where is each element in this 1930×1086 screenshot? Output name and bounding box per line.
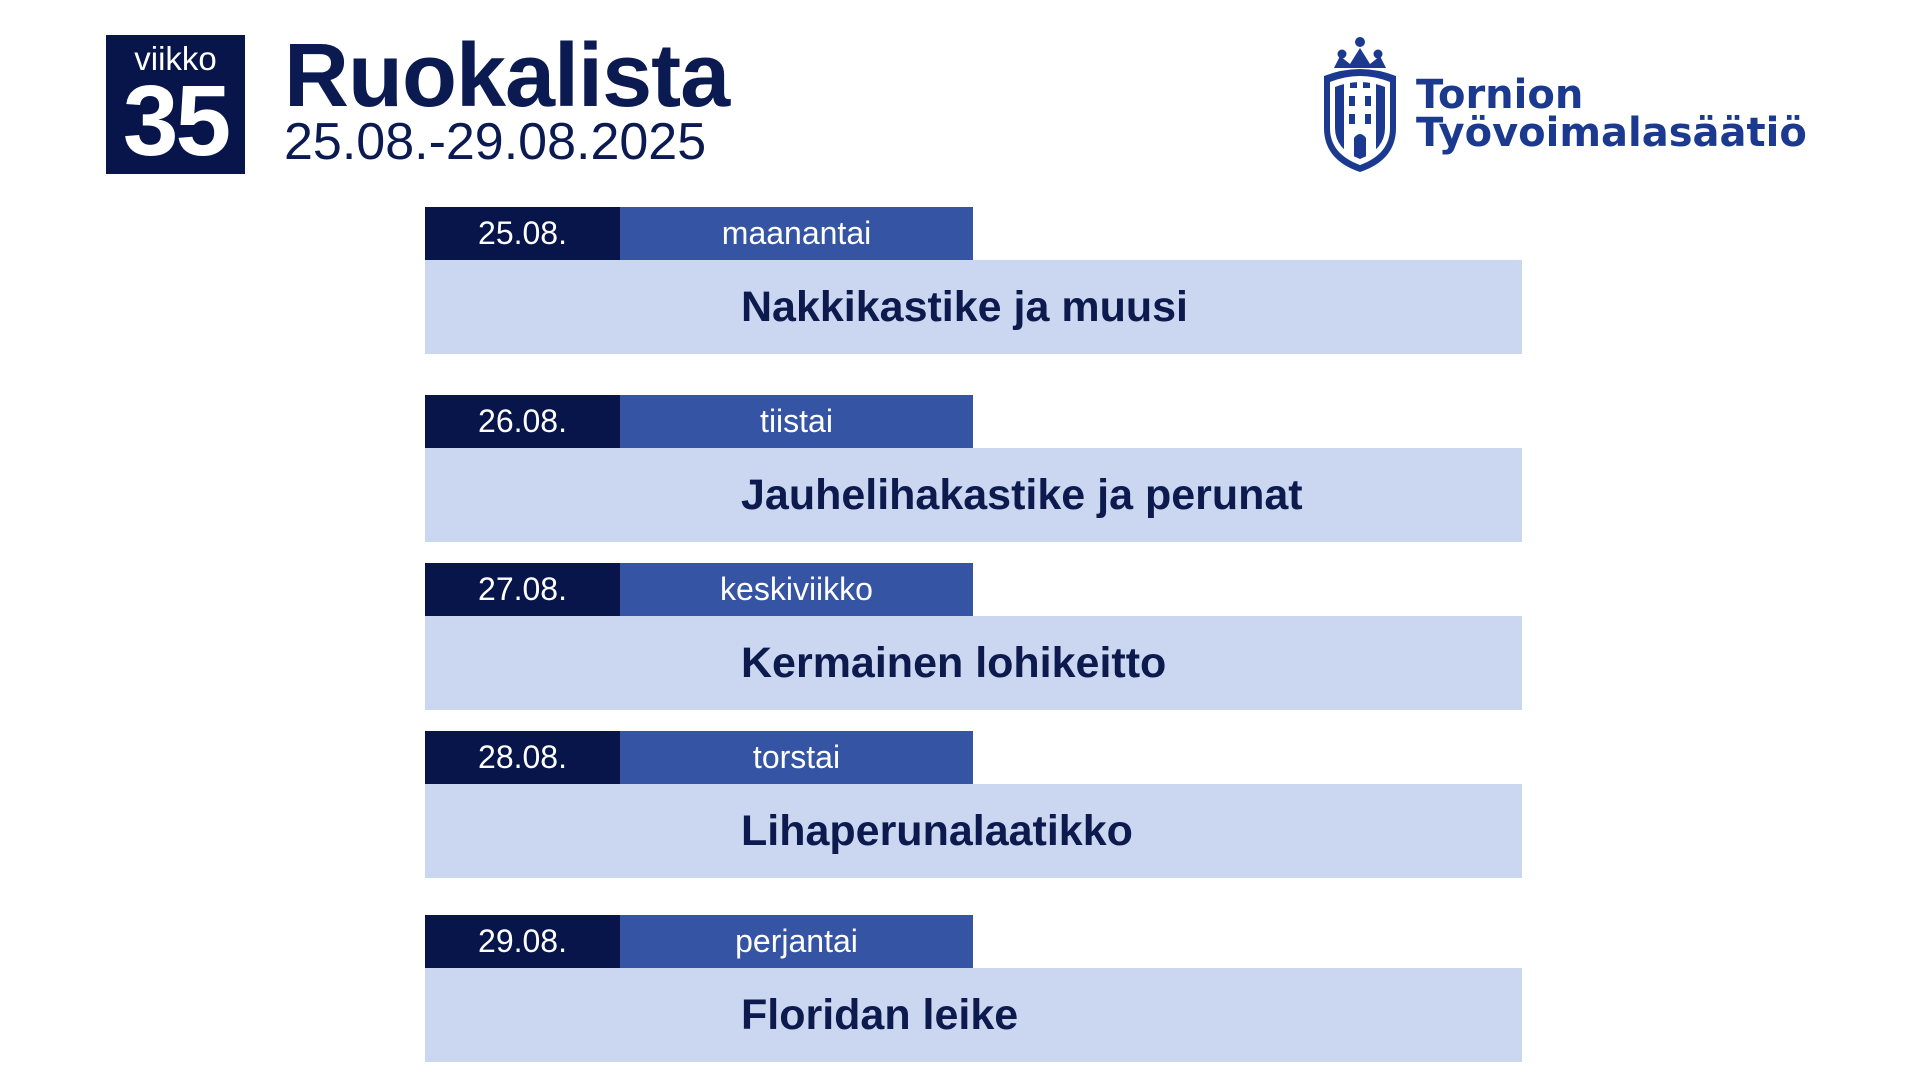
week-badge: viikko 35 xyxy=(106,35,245,174)
day-weekday: keskiviikko xyxy=(620,563,973,616)
date-range: 25.08.-29.08.2025 xyxy=(284,113,707,171)
dish-panel: Nakkikastike ja muusi xyxy=(425,260,1522,354)
menu-day-wednesday: 27.08. keskiviikko Kermainen lohikeitto xyxy=(425,563,1522,710)
day-date: 27.08. xyxy=(425,563,620,616)
dish-name: Kermainen lohikeitto xyxy=(741,639,1167,687)
dish-panel: Jauhelihakastike ja perunat xyxy=(425,448,1522,542)
page-title: Ruokalista xyxy=(284,26,730,126)
dish-panel: Floridan leike xyxy=(425,968,1522,1062)
week-label: viikko xyxy=(134,40,217,77)
day-weekday: torstai xyxy=(620,731,973,784)
day-date: 25.08. xyxy=(425,207,620,260)
day-date: 29.08. xyxy=(425,915,620,968)
day-date: 28.08. xyxy=(425,731,620,784)
menu-day-monday: 25.08. maanantai Nakkikastike ja muusi xyxy=(425,207,1522,354)
dish-name: Lihaperunalaatikko xyxy=(741,807,1133,855)
organization-logo: Tornion Työvoimalasäätiö xyxy=(1320,36,1807,176)
dish-panel: Lihaperunalaatikko xyxy=(425,784,1522,878)
dish-panel: Kermainen lohikeitto xyxy=(425,616,1522,710)
dish-name: Jauhelihakastike ja perunat xyxy=(741,471,1303,519)
menu-day-thursday: 28.08. torstai Lihaperunalaatikko xyxy=(425,731,1522,878)
menu-day-friday: 29.08. perjantai Floridan leike xyxy=(425,915,1522,1062)
day-weekday: tiistai xyxy=(620,395,973,448)
day-weekday: maanantai xyxy=(620,207,973,260)
dish-name: Nakkikastike ja muusi xyxy=(741,283,1188,331)
logo-text-line-2: Työvoimalasäätiö xyxy=(1416,110,1807,156)
week-number: 35 xyxy=(122,65,231,177)
day-weekday: perjantai xyxy=(620,915,973,968)
logo-text-line-1: Tornion xyxy=(1416,72,1584,118)
day-date: 26.08. xyxy=(425,395,620,448)
castle-crest-icon xyxy=(1324,37,1396,172)
dish-name: Floridan leike xyxy=(741,991,1019,1039)
menu-day-tuesday: 26.08. tiistai Jauhelihakastike ja perun… xyxy=(425,395,1522,542)
